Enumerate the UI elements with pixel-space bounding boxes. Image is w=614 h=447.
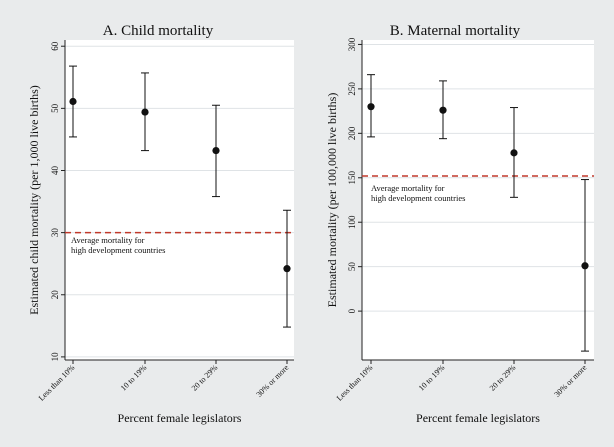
- panel-a-point: [69, 97, 77, 106]
- panel-a-y-axis-label: Estimated child mortality (per 1,000 liv…: [27, 85, 41, 315]
- panel-a-x-tick-label: 30% or more: [255, 363, 291, 399]
- panel-a-y-tick-label: 60: [50, 41, 60, 51]
- panel-a-point: [141, 108, 149, 116]
- panel-b-y-tick-label: 100: [347, 215, 357, 229]
- panel-a-x-tick-label: Less than 10%: [37, 363, 77, 403]
- panel-b-y-axis-label: Estimated mortality (per 100,000 live bi…: [325, 93, 339, 308]
- panel-b-x-tick-label: 10 to 19%: [417, 363, 447, 393]
- panel-b-y-tick-label: 200: [347, 126, 357, 140]
- panel-b-point: [439, 106, 447, 114]
- panel-b-reference-label-line1: Average mortality for: [371, 183, 445, 193]
- panel-b-y-tick-label: 0: [347, 308, 357, 313]
- panel-b-reference-label-line2: high development countries: [371, 193, 465, 203]
- panel-b-y-tick-label: 50: [347, 262, 357, 272]
- panel-b-y-tick-label: 300: [347, 37, 357, 51]
- panel-b-plot-area: [362, 40, 594, 360]
- panel-a-x-tick-label: 10 to 19%: [119, 363, 149, 393]
- panel-a-y-tick-label: 30: [50, 228, 60, 238]
- panel-b-point: [581, 262, 589, 270]
- panel-a-y-tick-label: 10: [50, 352, 60, 362]
- panel-b-title: B. Maternal mortality: [390, 23, 521, 39]
- panel-b-x-axis-label: Percent female legislators: [416, 411, 540, 425]
- panel-a-y-tick-label: 40: [50, 165, 60, 175]
- panel-a-x-tick-label: 20 to 29%: [190, 363, 220, 393]
- panel-a-x-axis-label: Percent female legislators: [118, 411, 242, 425]
- panel-b-point: [367, 103, 375, 111]
- panel-a-reference-label-line2: high development countries: [71, 245, 165, 255]
- panel-b-y-tick-label: 250: [347, 82, 357, 96]
- panel-a-y-tick-label: 50: [50, 103, 60, 113]
- panel-a-y-tick-label: 20: [50, 290, 60, 300]
- panel-a-point: [212, 147, 220, 155]
- panel-b-y-tick-label: 150: [347, 171, 357, 185]
- panel-b-x-tick-label: 30% or more: [553, 363, 589, 399]
- panel-b-x-tick-label: 20 to 29%: [488, 363, 518, 393]
- panel-b-x-tick-label: Less than 10%: [335, 363, 375, 403]
- panel-a-point: [283, 265, 291, 273]
- panel-a-reference-label-line1: Average mortality for: [71, 235, 145, 245]
- panel-a-title: A. Child mortality: [103, 23, 214, 39]
- panel-b-point: [510, 149, 518, 157]
- panel-a-plot-area: [65, 40, 294, 360]
